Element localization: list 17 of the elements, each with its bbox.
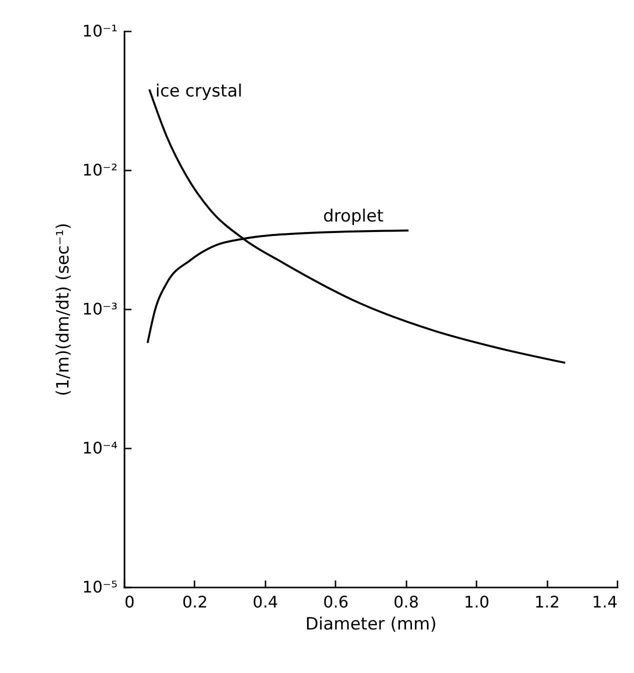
x-tick-label: 0.8 bbox=[393, 592, 419, 612]
y-tick-label: 10⁻⁴ bbox=[82, 438, 118, 458]
y-axis-title: (1/m)(dm/dt) (sec⁻¹) bbox=[53, 222, 74, 396]
x-tick-label: 0.6 bbox=[323, 592, 349, 612]
series-label: ice crystal bbox=[155, 81, 242, 102]
x-tick-label: 0 bbox=[124, 592, 135, 612]
y-tick-label: 10⁻³ bbox=[82, 300, 118, 318]
y-tick-label: 10⁻⁵ bbox=[82, 578, 118, 596]
x-axis-title: Diameter (mm) bbox=[305, 614, 437, 634]
x-tick-label: 1.4 bbox=[592, 592, 618, 612]
y-tick-label: 10⁻² bbox=[82, 160, 118, 180]
series-label: droplet bbox=[323, 206, 384, 227]
x-tick-label: 0.2 bbox=[182, 592, 208, 612]
x-tick-label: 1.2 bbox=[534, 592, 560, 612]
x-tick-label: 0.4 bbox=[252, 592, 278, 612]
x-tick-label: 1.0 bbox=[464, 592, 490, 612]
y-tick-label: 10⁻¹ bbox=[82, 22, 118, 40]
